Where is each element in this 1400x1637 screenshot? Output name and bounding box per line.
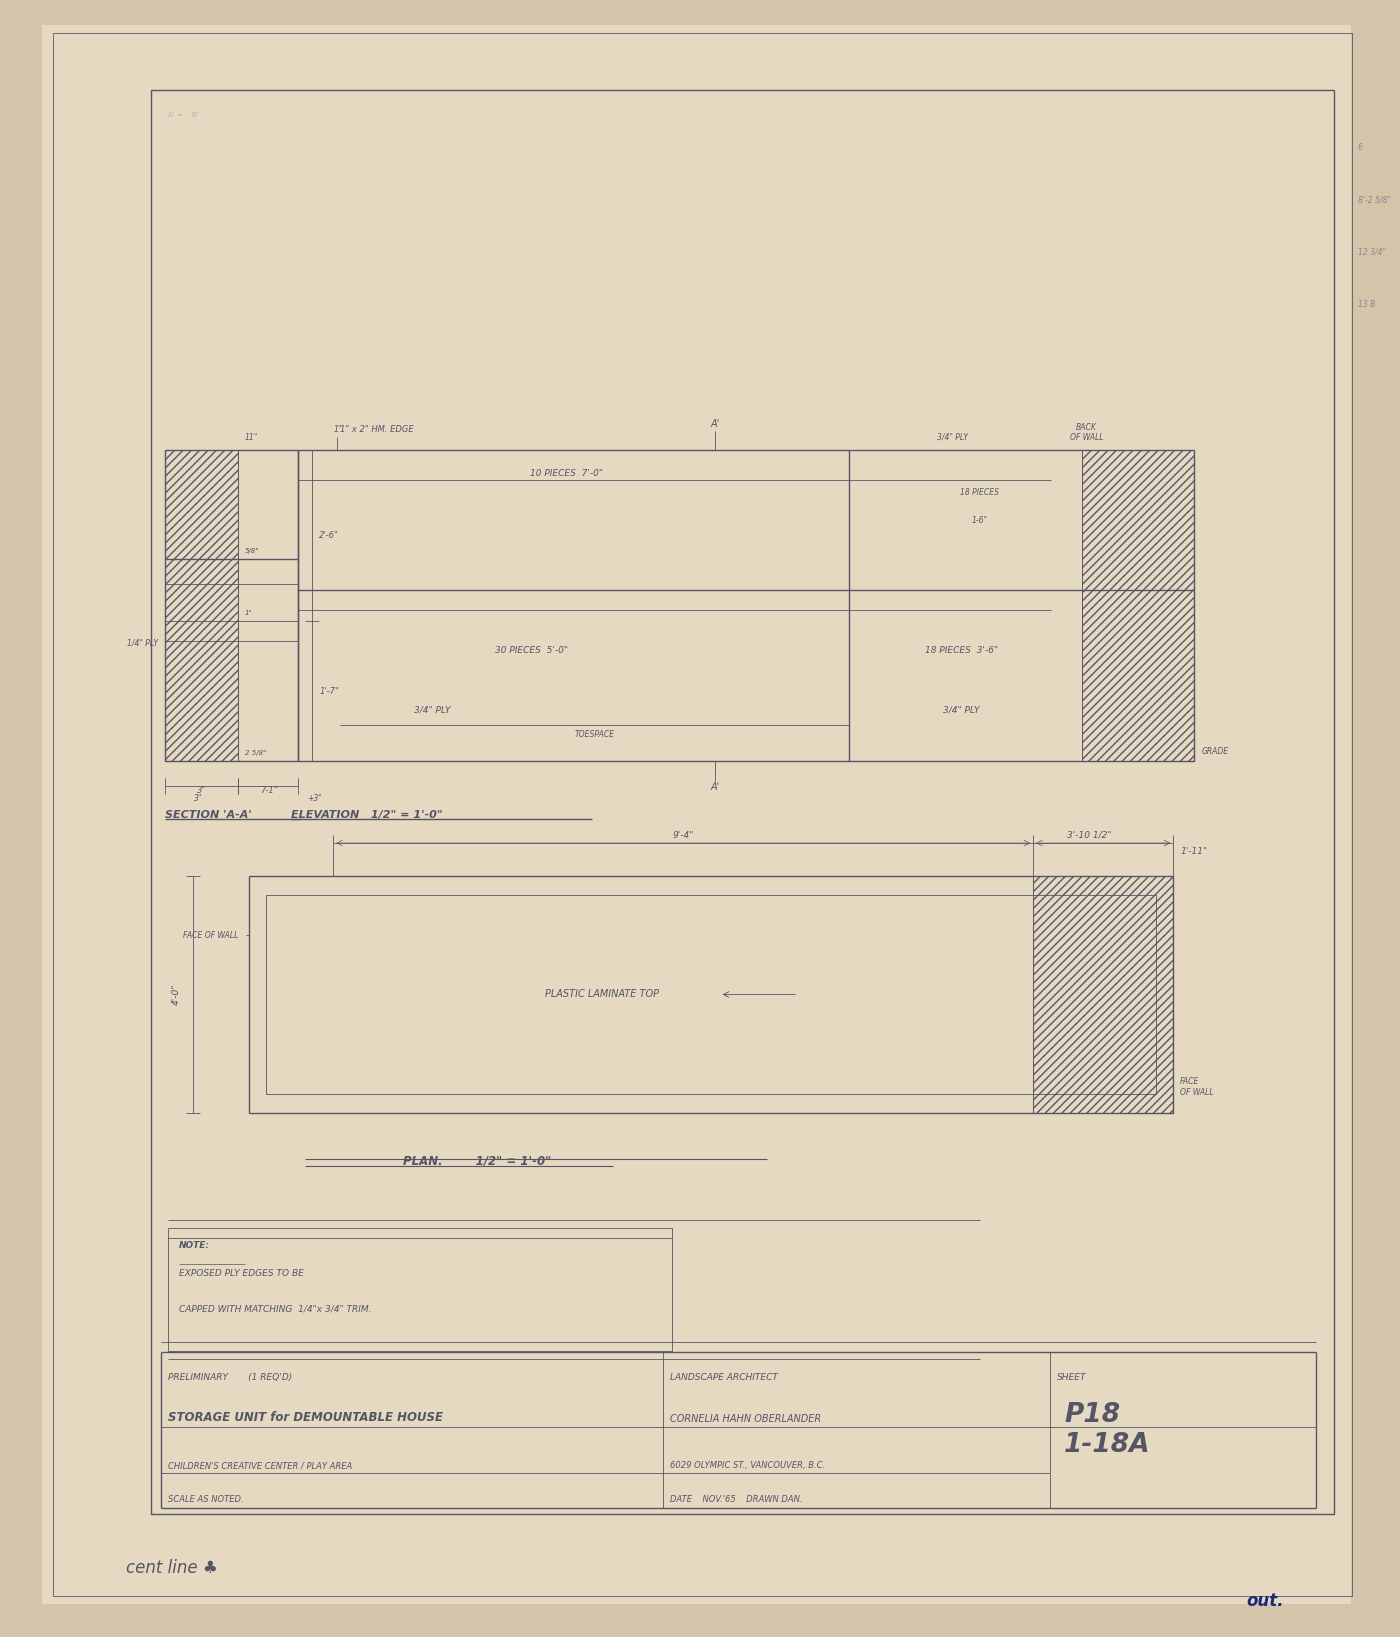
Bar — [1082, 450, 1194, 761]
Text: 1'-11": 1'-11" — [1180, 846, 1207, 856]
Text: 8'-2 5/8": 8'-2 5/8" — [1358, 195, 1390, 205]
Text: 2 5/8": 2 5/8" — [245, 750, 266, 756]
Text: PLAN.        1/2" = 1'-0": PLAN. 1/2" = 1'-0" — [403, 1154, 552, 1167]
Text: 3/4" PLY: 3/4" PLY — [944, 706, 980, 714]
Text: ELEVATION   1/2" = 1'-0": ELEVATION 1/2" = 1'-0" — [291, 810, 442, 820]
Bar — [249, 876, 1173, 1113]
Text: 1": 1" — [333, 426, 342, 434]
Text: A' = -  B': A' = - B' — [168, 111, 199, 118]
Text: CAPPED WITH MATCHING  1/4"x 3/4" TRIM.: CAPPED WITH MATCHING 1/4"x 3/4" TRIM. — [179, 1305, 372, 1313]
Text: GRADE: GRADE — [1201, 748, 1228, 756]
Text: FACE OF WALL: FACE OF WALL — [182, 931, 238, 940]
Bar — [165, 450, 298, 761]
Text: 3'-10 1/2": 3'-10 1/2" — [1067, 832, 1112, 840]
Text: 2'-6": 2'-6" — [319, 532, 339, 540]
Text: 11": 11" — [245, 434, 258, 442]
Text: BACK
OF WALL: BACK OF WALL — [1070, 422, 1103, 442]
Text: 7-1": 7-1" — [260, 786, 277, 794]
Text: 1'-7": 1'-7" — [319, 688, 339, 696]
Bar — [165, 450, 238, 761]
Text: PRELIMINARY       (1 REQ'D): PRELIMINARY (1 REQ'D) — [168, 1373, 293, 1382]
Text: 3/4" PLY: 3/4" PLY — [937, 434, 967, 442]
Text: CHILDREN'S CREATIVE CENTER / PLAY AREA: CHILDREN'S CREATIVE CENTER / PLAY AREA — [168, 1462, 353, 1470]
Text: SHEET: SHEET — [1057, 1373, 1086, 1382]
Text: 3/4" PLY: 3/4" PLY — [414, 706, 451, 714]
Text: LANDSCAPE ARCHITECT: LANDSCAPE ARCHITECT — [671, 1373, 778, 1382]
Text: FACE
OF WALL: FACE OF WALL — [1180, 1077, 1214, 1097]
Text: A': A' — [710, 419, 720, 429]
Bar — [266, 895, 1156, 1094]
Text: 1": 1" — [245, 611, 253, 616]
Text: 1" x 2" HM. EDGE: 1" x 2" HM. EDGE — [340, 426, 414, 434]
Text: 18 PIECES  3'-6": 18 PIECES 3'-6" — [925, 645, 998, 655]
Text: STORAGE UNIT for DEMOUNTABLE HOUSE: STORAGE UNIT for DEMOUNTABLE HOUSE — [168, 1411, 442, 1424]
Text: EXPOSED PLY EDGES TO BE: EXPOSED PLY EDGES TO BE — [179, 1269, 304, 1277]
Text: 3": 3" — [195, 794, 203, 802]
Text: cent line ♣: cent line ♣ — [126, 1560, 218, 1576]
Text: +3": +3" — [308, 794, 322, 802]
Text: 30 PIECES  5'-0": 30 PIECES 5'-0" — [494, 645, 567, 655]
Text: 12 3/4": 12 3/4" — [1358, 247, 1386, 257]
Text: CORNELIA HAHN OBERLANDER: CORNELIA HAHN OBERLANDER — [671, 1413, 822, 1424]
Text: 5/8": 5/8" — [245, 548, 259, 553]
Bar — [1033, 876, 1173, 1113]
Text: 1/4" PLY: 1/4" PLY — [127, 638, 158, 648]
Bar — [298, 450, 1194, 761]
Text: DATE    NOV.'65    DRAWN DAN.: DATE NOV.'65 DRAWN DAN. — [671, 1496, 804, 1504]
Text: 6: 6 — [1358, 142, 1362, 152]
Text: 13 B: 13 B — [1358, 300, 1375, 309]
Text: 1-6": 1-6" — [972, 516, 987, 524]
Text: 4'-0": 4'-0" — [172, 984, 181, 1005]
Text: out.: out. — [1246, 1593, 1284, 1609]
Text: SCALE AS NOTED.: SCALE AS NOTED. — [168, 1496, 244, 1504]
Text: P18
1-18A: P18 1-18A — [1064, 1401, 1151, 1459]
Text: SECTION 'A-A': SECTION 'A-A' — [165, 810, 252, 820]
Text: 3": 3" — [196, 786, 206, 794]
Text: 10 PIECES  7'-0": 10 PIECES 7'-0" — [531, 468, 603, 478]
Text: PLASTIC LAMINATE TOP: PLASTIC LAMINATE TOP — [545, 989, 659, 1000]
Text: 9'-4": 9'-4" — [672, 832, 694, 840]
Text: A': A' — [710, 782, 720, 792]
Text: NOTE:: NOTE: — [179, 1241, 210, 1249]
Text: TOESPACE: TOESPACE — [574, 730, 615, 738]
Bar — [151, 90, 1334, 1514]
Text: 18 PIECES: 18 PIECES — [959, 488, 998, 496]
Text: 6029 OLYMPIC ST., VANCOUVER, B.C.: 6029 OLYMPIC ST., VANCOUVER, B.C. — [671, 1462, 826, 1470]
Bar — [168, 1228, 672, 1351]
